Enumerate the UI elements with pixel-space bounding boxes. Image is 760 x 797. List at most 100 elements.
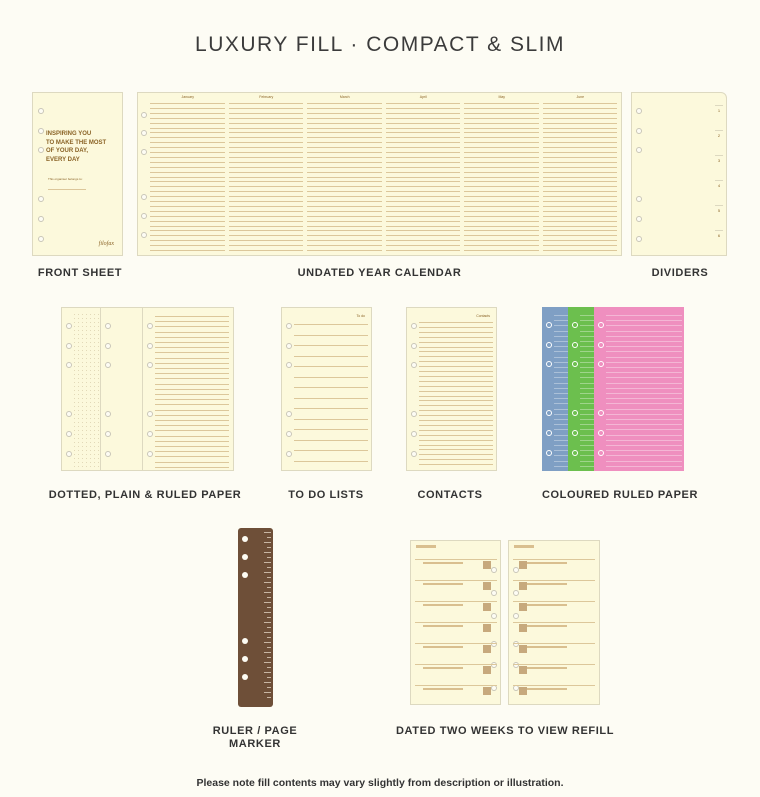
dot <box>82 362 83 363</box>
calendar-row-line <box>228 156 303 158</box>
ruled-line <box>155 342 229 343</box>
ring-hole <box>141 112 147 118</box>
day-text <box>423 667 463 669</box>
ruler-tick <box>264 632 271 633</box>
day-text <box>527 667 567 669</box>
dot <box>78 458 79 459</box>
dot <box>98 466 99 467</box>
dot <box>74 378 75 379</box>
ruled-line <box>606 330 682 332</box>
dot <box>74 322 75 323</box>
calendar-row-line <box>228 186 303 188</box>
dot <box>94 450 95 451</box>
dot <box>82 418 83 419</box>
dot <box>74 394 75 395</box>
calendar-row-line <box>307 235 382 237</box>
dot <box>98 382 99 383</box>
ruled-line <box>606 434 682 436</box>
ruled-line <box>606 315 682 316</box>
year-calendar-label: UNDATED YEAR CALENDAR <box>297 267 462 279</box>
month-header: April <box>419 95 427 99</box>
dot <box>98 462 99 463</box>
dot <box>94 426 95 427</box>
calendar-row-line <box>542 152 617 153</box>
dot <box>94 406 95 407</box>
ring-hole <box>66 411 72 417</box>
calendar-row-line <box>385 127 460 129</box>
dot <box>94 358 95 359</box>
dot <box>98 470 99 471</box>
dot <box>98 454 99 455</box>
dot <box>98 354 99 355</box>
dot <box>94 398 95 399</box>
ruled-line <box>606 382 682 384</box>
qr-code-icon <box>483 645 491 653</box>
ring-hole <box>491 613 497 619</box>
ruler-page-marker <box>238 528 273 707</box>
dot <box>86 402 87 403</box>
contact-line <box>419 336 493 338</box>
dot <box>90 350 91 351</box>
dot <box>94 418 95 419</box>
ring-hole <box>636 108 642 114</box>
contact-line <box>419 415 493 417</box>
calendar-row-line <box>464 210 539 212</box>
ring-hole <box>572 450 578 456</box>
calendar-row-line <box>464 176 539 178</box>
dot <box>74 454 75 455</box>
dot <box>86 430 87 431</box>
dot <box>94 454 95 455</box>
dot <box>82 466 83 467</box>
calendar-row-line <box>385 156 460 158</box>
pink-paper <box>594 307 684 471</box>
dot <box>78 338 79 339</box>
calendar-row-line <box>542 215 617 217</box>
calendar-row-line <box>542 127 617 129</box>
dot <box>74 390 75 391</box>
dated-label: DATED TWO WEEKS TO VIEW REFILL <box>395 725 615 737</box>
calendar-row-line <box>385 122 460 124</box>
dot <box>78 386 79 387</box>
day-text <box>527 625 567 627</box>
day-text <box>423 646 463 648</box>
ruler-tick <box>264 602 271 603</box>
day-line <box>513 622 595 623</box>
contact-line <box>419 434 493 436</box>
ring-hole <box>546 342 552 348</box>
dot <box>74 398 75 399</box>
dot <box>98 398 99 399</box>
calendar-row-line <box>228 103 303 104</box>
ring-hole <box>286 323 292 329</box>
dot <box>98 346 99 347</box>
ruler-tick <box>264 622 271 623</box>
ring-hole <box>38 216 44 222</box>
dot <box>94 390 95 391</box>
ring-hole <box>411 411 417 417</box>
dot <box>98 386 99 387</box>
ruled-line <box>155 394 229 395</box>
calendar-row-line <box>307 161 382 163</box>
contact-line <box>419 444 493 446</box>
calendar-row-line <box>385 215 460 217</box>
calendar-row-line <box>307 127 382 129</box>
dot <box>78 366 79 367</box>
dot <box>78 322 79 323</box>
ruler-tick <box>267 567 271 568</box>
calendar-row-line <box>385 117 460 119</box>
dot <box>82 442 83 443</box>
ruler-tick <box>264 652 271 653</box>
calendar-row-line <box>385 132 460 134</box>
calendar-row-line <box>228 161 303 163</box>
calendar-row-line <box>542 156 617 158</box>
dot <box>98 378 99 379</box>
dot <box>90 318 91 319</box>
dot <box>86 442 87 443</box>
dot <box>78 378 79 379</box>
calendar-row-line <box>228 196 303 198</box>
dot <box>82 358 83 359</box>
calendar-row-line <box>307 152 382 153</box>
dot <box>78 410 79 411</box>
ruled-line <box>155 331 229 333</box>
dot <box>74 462 75 463</box>
ruler-tick <box>264 552 271 553</box>
